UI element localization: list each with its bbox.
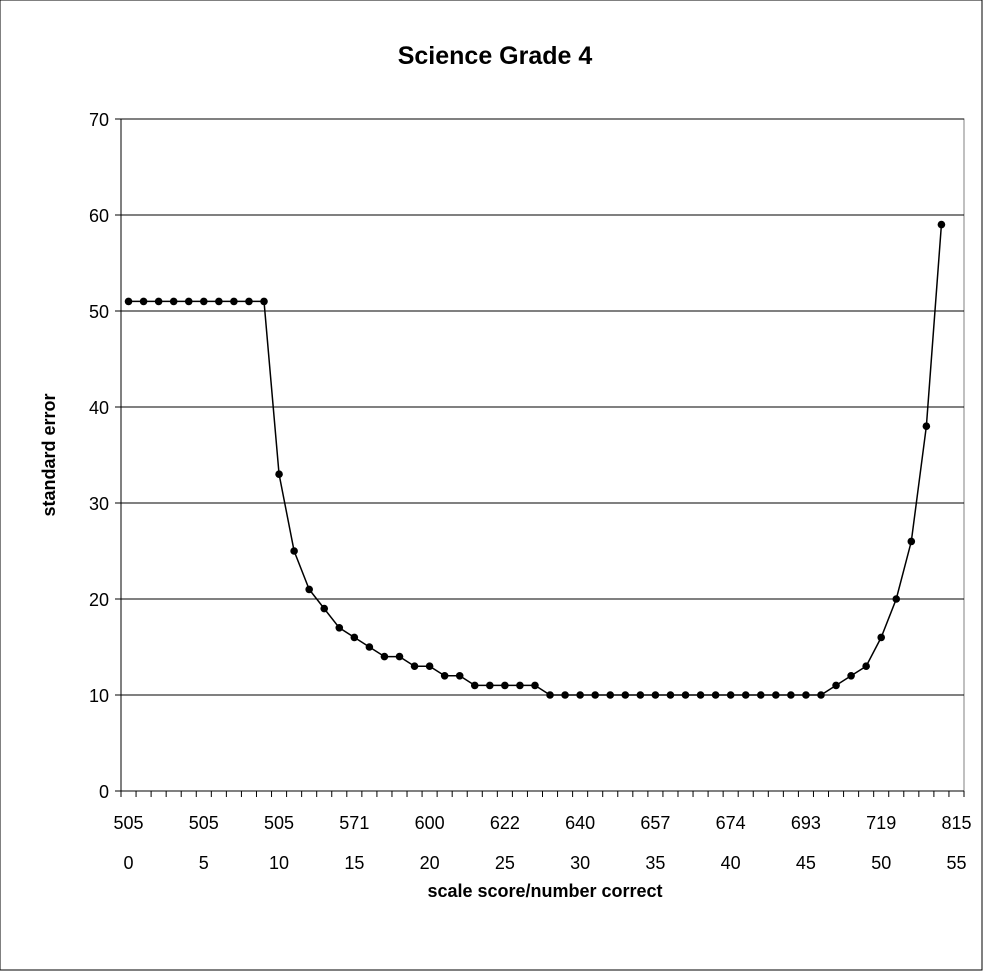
data-point [245,297,253,306]
data-point [169,297,178,306]
data-point [230,297,238,306]
x-tick-label-scale-score: 600 [415,813,445,833]
data-point [215,297,223,306]
data-point [184,297,193,306]
data-point [546,691,554,699]
x-tick-label-number-correct: 0 [124,853,134,873]
y-tick-label: 70 [89,110,109,130]
data-point [772,691,780,699]
y-tick-label: 30 [89,494,109,514]
x-tick-label-number-correct: 10 [269,853,289,873]
x-tick-label-scale-score: 674 [716,813,746,833]
data-point [802,691,810,699]
data-point [260,297,268,306]
data-point [892,595,901,603]
data-point [711,691,720,699]
data-point [576,691,584,699]
data-point [862,662,870,670]
data-point [621,691,630,699]
data-point [726,691,735,699]
x-tick-label-number-correct: 35 [645,853,665,873]
data-point [606,691,615,699]
data-point [696,691,705,699]
data-point [486,681,494,690]
axis-layer [115,118,965,797]
data-point [531,681,539,690]
data-point [787,691,795,699]
data-point [501,681,509,690]
data-point [681,691,690,699]
data-point [440,672,449,680]
data-point [922,422,931,431]
data-point [651,691,660,699]
data-point [290,547,298,555]
data-point [741,691,750,699]
data-point [199,297,208,306]
data-point [877,633,886,642]
data-point [470,681,479,690]
x-tick-label-scale-score: 505 [264,813,294,833]
data-point [380,652,389,661]
data-point [395,652,404,661]
y-tick-label: 50 [89,302,109,322]
data-point [817,691,825,699]
x-tick-label-number-correct: 25 [495,853,515,873]
data-point [516,681,524,690]
chart-title: Science Grade 4 [398,42,593,70]
x-tick-label-number-correct: 40 [721,853,741,873]
data-point [907,537,916,546]
x-tick-label-scale-score: 657 [640,813,670,833]
data-point [365,643,374,651]
data-point [937,220,946,229]
data-point [591,691,599,699]
x-tick-label-number-correct: 20 [420,853,440,873]
data-point [335,624,344,632]
x-tick-label-number-correct: 45 [796,853,816,873]
y-tick-label: 0 [99,782,109,802]
grid-layer [120,118,965,792]
data-point [756,691,765,699]
data-point [320,604,329,613]
data-point [305,585,313,594]
series-layer [124,220,946,699]
x-tick-label-scale-score: 815 [941,813,971,833]
x-tick-label-scale-score: 640 [565,813,595,833]
data-point [847,672,855,680]
data-point [124,297,133,306]
data-point [410,662,419,670]
data-point [636,691,645,699]
x-tick-label-scale-score: 719 [866,813,896,833]
x-tick-label-number-correct: 15 [344,853,364,873]
y-axis-title: standard error [39,393,59,516]
data-point [154,297,163,306]
data-point [139,297,148,306]
y-tick-label: 10 [89,686,109,706]
y-tick-label: 40 [89,398,109,418]
x-tick-label-number-correct: 55 [946,853,966,873]
x-tick-label-number-correct: 50 [871,853,891,873]
x-tick-label-scale-score: 505 [189,813,219,833]
x-axis-title: scale score/number correct [427,881,662,901]
data-point [455,672,464,680]
x-tick-label-scale-score: 571 [339,813,369,833]
data-point [350,633,359,642]
y-tick-label: 20 [89,590,109,610]
x-tick-label-number-correct: 5 [199,853,209,873]
x-tick-label-scale-score: 622 [490,813,520,833]
y-tick-label: 60 [89,206,109,226]
x-tick-label-scale-score: 505 [114,813,144,833]
data-point [425,662,434,670]
data-point [832,681,840,690]
data-point [275,470,283,479]
x-tick-label-number-correct: 30 [570,853,590,873]
x-tick-label-scale-score: 693 [791,813,821,833]
data-point [561,691,569,699]
data-point [666,691,675,699]
